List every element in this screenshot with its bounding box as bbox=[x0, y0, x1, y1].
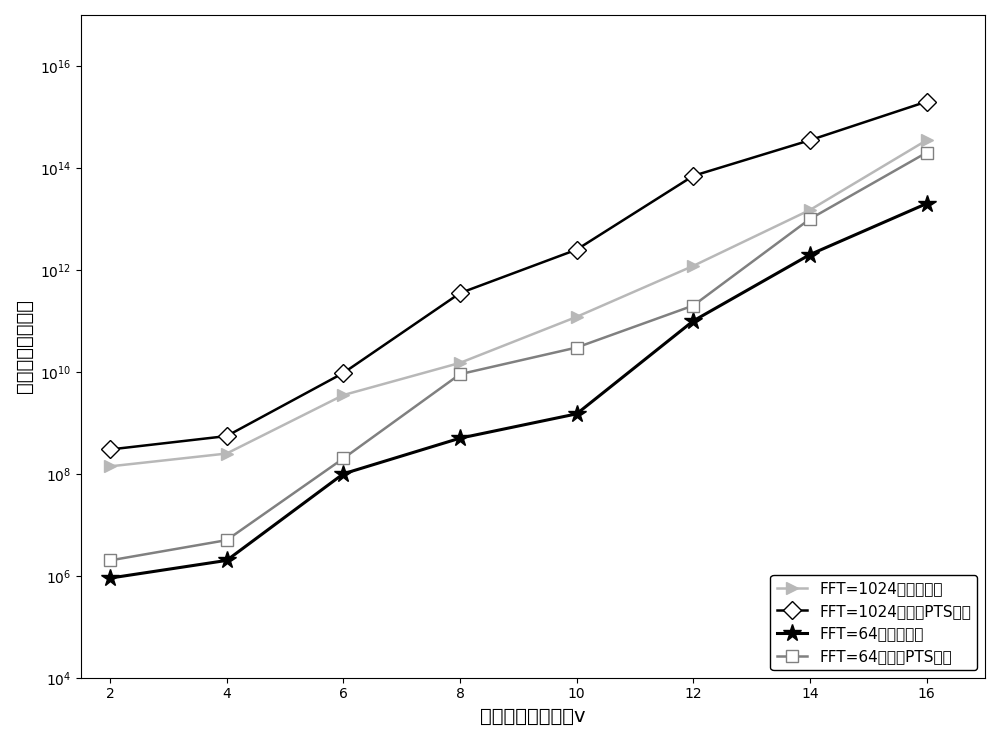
X-axis label: 分隔的子序列列数v: 分隔的子序列列数v bbox=[480, 707, 586, 726]
FFT=1024，传统PTS算法 bbox=[454, 289, 466, 298]
FFT=64，传统PTS算法 bbox=[571, 343, 583, 352]
FFT=1024，联合算法 bbox=[221, 449, 233, 458]
Line: FFT=1024，传统PTS算法: FFT=1024，传统PTS算法 bbox=[104, 96, 933, 456]
FFT=64，传统PTS算法 bbox=[804, 214, 816, 223]
FFT=64，联合算法 bbox=[571, 410, 583, 419]
FFT=64，联合算法 bbox=[337, 469, 349, 478]
FFT=1024，联合算法 bbox=[104, 462, 116, 471]
FFT=1024，传统PTS算法 bbox=[221, 431, 233, 440]
FFT=1024，传统PTS算法 bbox=[921, 97, 933, 106]
Line: FFT=1024，联合算法: FFT=1024，联合算法 bbox=[104, 134, 933, 473]
FFT=64，传统PTS算法 bbox=[454, 370, 466, 379]
FFT=1024，传统PTS算法 bbox=[571, 245, 583, 254]
FFT=1024，传统PTS算法 bbox=[337, 368, 349, 377]
Line: FFT=64，联合算法: FFT=64，联合算法 bbox=[101, 195, 936, 587]
FFT=1024，传统PTS算法 bbox=[804, 136, 816, 144]
FFT=64，传统PTS算法 bbox=[921, 148, 933, 157]
FFT=1024，传统PTS算法 bbox=[104, 445, 116, 454]
FFT=1024，联合算法 bbox=[804, 205, 816, 214]
FFT=1024，联合算法 bbox=[337, 391, 349, 399]
FFT=64，联合算法 bbox=[104, 574, 116, 582]
FFT=64，联合算法 bbox=[804, 250, 816, 259]
Y-axis label: 实数计算乘法次数: 实数计算乘法次数 bbox=[15, 299, 34, 393]
FFT=64，联合算法 bbox=[921, 199, 933, 208]
FFT=64，传统PTS算法 bbox=[104, 556, 116, 565]
FFT=64，联合算法 bbox=[687, 316, 699, 325]
FFT=64，联合算法 bbox=[454, 433, 466, 442]
FFT=1024，联合算法 bbox=[571, 313, 583, 322]
FFT=1024，联合算法 bbox=[454, 359, 466, 368]
FFT=1024，联合算法 bbox=[687, 262, 699, 270]
FFT=64，传统PTS算法 bbox=[337, 454, 349, 463]
Legend: FFT=1024，联合算法, FFT=1024，传统PTS算法, FFT=64，联合算法, FFT=64，传统PTS算法: FFT=1024，联合算法, FFT=1024，传统PTS算法, FFT=64，… bbox=[770, 575, 977, 670]
FFT=1024，传统PTS算法 bbox=[687, 171, 699, 180]
FFT=1024，联合算法 bbox=[921, 136, 933, 144]
FFT=64，联合算法 bbox=[221, 556, 233, 565]
Line: FFT=64，传统PTS算法: FFT=64，传统PTS算法 bbox=[104, 147, 932, 566]
FFT=64，传统PTS算法 bbox=[221, 536, 233, 545]
FFT=64，传统PTS算法 bbox=[687, 301, 699, 310]
